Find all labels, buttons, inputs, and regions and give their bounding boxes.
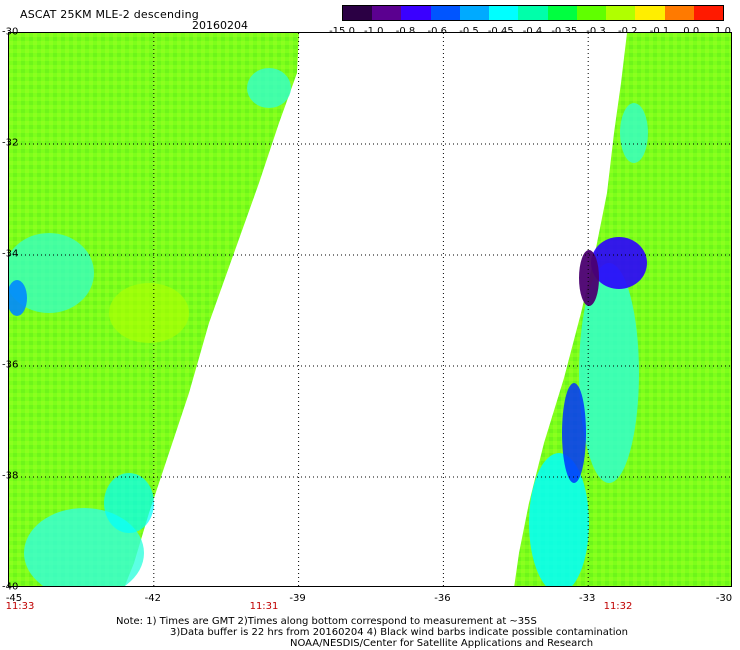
map-plot [8,32,732,587]
colorbar-label: 1.0 [715,26,731,37]
right-cyan-band-2 [529,453,589,586]
right-blue-streak [562,383,586,483]
colorbar-label: -0.2 [618,26,638,37]
colorbar-segment [343,6,373,20]
colorbar-segment [664,6,694,20]
colorbar-segment [518,6,548,20]
y-tick-label: -36 [2,359,19,371]
swath-layer [9,33,731,586]
left-yellowgreen-patch [109,283,189,343]
colorbar-segment [430,6,460,20]
y-tick-label: -40 [2,581,19,593]
colorbar-segment [489,6,519,20]
left-cyan-patch-4 [104,473,154,533]
x-tick-label: -33 [579,593,596,604]
right-cyan-band-1 [579,263,639,483]
x-tick-label: -45 [5,593,23,604]
colorbar-label: -1.0 [364,26,384,37]
colorbar-label: -0.1 [650,26,670,37]
time-label-middle: 11:31 [249,601,279,612]
colorbar-label: -0.8 [396,26,416,37]
map-title: ASCAT 25KM MLE-2 descending [20,8,199,21]
time-label-right: 11:32 [603,601,633,612]
colorbar-segment [635,6,665,20]
colorbar-segment [606,6,636,20]
colorbar-segment [401,6,431,20]
left-blue-patch [9,280,27,316]
grid-lines [9,33,731,586]
x-tick-label: -42 [144,593,161,604]
y-tick-label: -32 [2,137,19,149]
right-purple-patch [579,250,599,306]
x-tick-label: -36 [434,593,451,604]
colorbar-label: -15.0 [329,26,355,37]
colorbar-label: -0.6 [427,26,447,37]
right-cyan-patch-top [620,103,648,163]
x-tick-label: -30 [715,593,733,604]
colorbar-label: -0.35 [551,26,577,37]
left-cyan-patch-1 [247,68,291,108]
colorbar [342,5,724,21]
x-tick-label: -39 [289,593,306,604]
note-line-1: Note: 1) Times are GMT 2)Times along bot… [116,616,537,627]
colorbar-segment [693,6,724,20]
left-cyan-patch-2 [9,233,94,313]
colorbar-segment [576,6,607,20]
y-tick-label: -34 [2,248,19,260]
colorbar-label: -0.5 [459,26,479,37]
y-tick-label: -30 [2,26,19,38]
colorbar-segment [372,6,402,20]
y-tick-label: -38 [2,470,19,482]
colorbar-label: 0.0 [683,26,699,37]
colorbar-segment [459,6,490,20]
time-label-left: 11:33 [5,601,35,612]
colorbar-label: -0.3 [586,26,606,37]
note-line-3: NOAA/NESDIS/Center for Satellite Applica… [290,638,594,649]
colorbar-label: -0.45 [488,26,514,37]
map-date: 20160204 [192,19,248,32]
colorbar-segment [547,6,577,20]
note-line-2: 3)Data buffer is 22 hrs from 20160204 4)… [170,627,628,638]
right-blue-patch [591,237,647,289]
left-cyan-patch-3 [24,508,144,586]
colorbar-label: -0.4 [523,26,543,37]
